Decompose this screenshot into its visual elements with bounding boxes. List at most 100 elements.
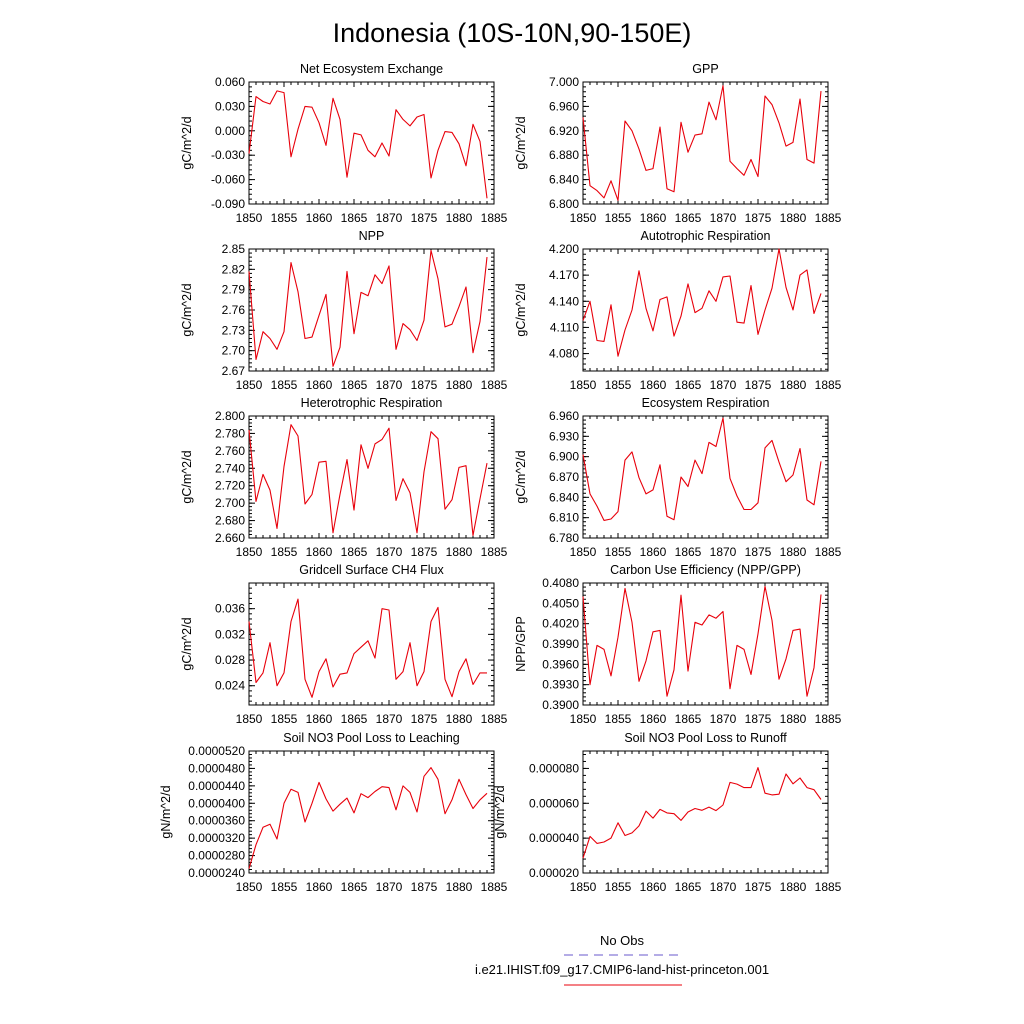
y-tick-label: 0.0000320 [188,831,245,845]
panel-7: Gridcell Surface CH4 Flux 1850 1855 1860 186… [180,563,508,726]
panel-9: Soil NO3 Pool Loss to Leaching 1850 1855 18… [159,731,508,894]
y-tick-label: 4.170 [549,268,579,282]
series-line [582,585,822,697]
y-tick-label: 6.920 [549,124,579,138]
y-axis-label: gC/m^2/d [514,116,528,169]
y-tick-label: 4.200 [549,242,579,256]
y-tick-label: 2.760 [215,444,245,458]
y-tick-label: 0.3900 [542,698,579,712]
series-line [248,598,487,698]
x-tick-label: 1860 [640,211,667,225]
y-axis-label: gN/m^2/d [493,785,507,838]
x-tick-label: 1875 [745,880,772,894]
panel-10: Soil NO3 Pool Loss to Runoff 1850 1855 1860… [493,731,842,894]
x-tick-label: 1850 [570,712,597,726]
y-axis-label: gC/m^2/d [514,283,528,336]
y-tick-label: 6.960 [549,409,579,423]
panel-grid: Net Ecosystem Exchange 1850 1855 1860 1865 18… [159,62,842,894]
x-tick-label: 1865 [341,712,368,726]
x-tick-label: 1860 [306,378,333,392]
plot-frame [582,248,829,372]
panel-2: GPP 1850 1855 1860 1865 1870 1875 1880 1885 6.800… [514,62,842,225]
y-tick-label: 4.110 [550,320,579,334]
y-tick-label: 0.0000280 [188,849,245,863]
y-tick-label: 2.660 [215,531,245,545]
series-line [582,248,822,357]
x-tick-label: 1850 [570,545,597,559]
plot-frame [582,750,829,874]
x-tick-label: 1860 [640,545,667,559]
x-tick-label: 1880 [780,545,807,559]
y-tick-label: 0.0000440 [188,779,245,793]
x-tick-label: 1870 [376,378,403,392]
panel-title: Ecosystem Respiration [642,396,770,410]
x-tick-label: 1880 [780,378,807,392]
y-tick-label: 6.780 [549,531,579,545]
y-tick-label: 2.67 [222,364,246,378]
series-line [582,85,822,201]
y-tick-label: 0.4050 [542,596,579,610]
y-tick-label: 0.4020 [542,617,579,631]
plot-frame [248,750,495,874]
plot-frame [248,582,495,706]
y-tick-label: 0.3960 [542,657,579,671]
y-tick-label: 2.73 [222,323,246,337]
x-tick-label: 1885 [815,211,842,225]
x-tick-label: 1880 [446,545,473,559]
x-tick-label: 1885 [815,378,842,392]
x-tick-label: 1860 [306,545,333,559]
y-tick-label: -0.090 [211,197,245,211]
panel-3: NPP 1850 1855 1860 1865 1870 1875 1880 1885 2.67 2… [180,229,508,392]
y-tick-label: 0.0000240 [188,866,245,880]
y-tick-label: 0.0000480 [188,761,245,775]
x-tick-label: 1855 [271,211,298,225]
x-tick-label: 1850 [570,378,597,392]
x-tick-label: 1870 [376,880,403,894]
y-tick-label: 0.000080 [529,761,579,775]
y-axis-label: gC/m^2/d [180,283,194,336]
x-tick-label: 1875 [745,545,772,559]
y-tick-label: 6.840 [549,490,579,504]
series-line [582,767,822,859]
y-tick-label: 0.3990 [542,637,579,651]
x-tick-label: 1880 [780,880,807,894]
x-tick-label: 1855 [605,378,632,392]
panel-1: Net Ecosystem Exchange 1850 1855 1860 1865 18… [180,62,508,225]
x-tick-label: 1885 [815,880,842,894]
panel-title: Carbon Use Efficiency (NPP/GPP) [610,563,801,577]
plot-frame [248,81,495,205]
plot-frame [582,81,829,205]
y-tick-label: -0.030 [211,148,245,162]
y-tick-label: 2.800 [215,409,245,423]
x-tick-label: 1870 [710,545,737,559]
x-tick-label: 1850 [570,880,597,894]
x-tick-label: 1850 [236,880,263,894]
x-tick-label: 1880 [780,211,807,225]
x-tick-label: 1865 [341,880,368,894]
y-tick-label: 2.740 [215,461,245,475]
y-axis-label: gN/m^2/d [159,785,173,838]
x-tick-label: 1875 [745,712,772,726]
y-axis-label: NPP/GPP [514,616,528,672]
x-tick-label: 1850 [236,211,263,225]
x-tick-label: 1875 [745,211,772,225]
y-tick-label: 6.810 [549,511,579,525]
y-tick-label: 2.680 [215,514,245,528]
x-tick-label: 1875 [411,712,438,726]
x-tick-label: 1860 [306,712,333,726]
y-tick-label: 7.000 [549,75,579,89]
series-line [248,767,488,869]
x-tick-label: 1855 [605,712,632,726]
y-tick-label: 0.000 [215,124,245,138]
x-tick-label: 1875 [411,880,438,894]
x-tick-label: 1855 [605,880,632,894]
panel-title: Soil NO3 Pool Loss to Leaching [283,731,460,745]
y-tick-label: 0.028 [215,653,245,667]
y-tick-label: 0.0000520 [188,744,245,758]
plot-frame [248,415,495,539]
x-tick-label: 1850 [236,545,263,559]
y-tick-label: 2.780 [215,426,245,440]
y-tick-label: 6.930 [549,429,579,443]
x-tick-label: 1885 [481,211,508,225]
